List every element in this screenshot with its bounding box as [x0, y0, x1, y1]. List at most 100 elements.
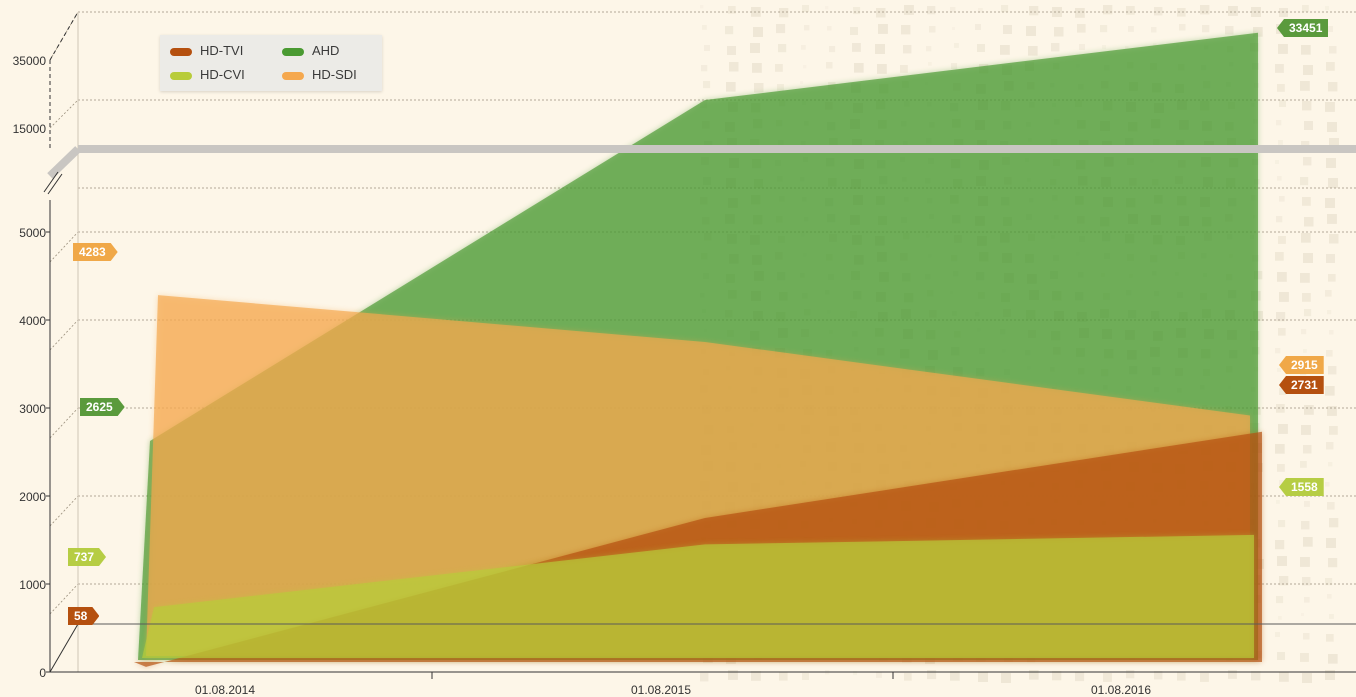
pattern-dot	[1077, 24, 1086, 33]
end-value-label-hd-tvi: 2731	[1279, 376, 1324, 394]
pattern-dot	[1125, 46, 1129, 50]
grid-line-diagonal	[49, 407, 79, 439]
pattern-dot	[1276, 596, 1284, 604]
pattern-dot	[702, 25, 707, 30]
pattern-dot	[1029, 670, 1039, 680]
pattern-dot	[703, 81, 711, 89]
pattern-dot	[1278, 44, 1288, 54]
legend-label: HD-SDI	[312, 67, 357, 82]
pattern-dot	[1279, 480, 1285, 486]
pattern-dot	[1277, 556, 1287, 566]
pattern-dot	[1326, 442, 1334, 450]
series-area-hd-cvi	[142, 534, 1254, 658]
pattern-dot	[700, 5, 704, 9]
pattern-dot	[778, 44, 787, 53]
pattern-dot	[928, 62, 932, 66]
pattern-dot	[1251, 671, 1261, 681]
pattern-dot	[1301, 425, 1311, 435]
pattern-dot	[801, 45, 806, 50]
pattern-dot	[1301, 45, 1311, 55]
pattern-dot	[827, 26, 832, 31]
pattern-dot	[1279, 388, 1286, 395]
pattern-dot	[1126, 6, 1135, 15]
pattern-dot	[1277, 272, 1287, 282]
pattern-dot	[1177, 8, 1186, 17]
x-axis-diagonal	[49, 623, 79, 673]
grid-line-diagonal	[49, 231, 79, 263]
y-tick-label: 5000	[19, 226, 46, 240]
x-tick-label: 01.08.2016	[1090, 683, 1152, 697]
start-value-label-hd-tvi: 58	[68, 607, 99, 625]
pattern-dot	[1075, 672, 1085, 682]
legend-item-ahd[interactable]: AHD	[282, 43, 339, 59]
y-tick-label: 15000	[12, 122, 46, 136]
y-tick-label: 3000	[19, 402, 46, 416]
pattern-dot	[1225, 26, 1234, 35]
pattern-dot	[1325, 578, 1333, 586]
pattern-dot	[1300, 177, 1309, 186]
pattern-dot	[1079, 44, 1085, 50]
pattern-dot	[1329, 518, 1339, 528]
axes	[43, 11, 1356, 679]
pattern-dot	[1003, 25, 1012, 34]
y-tick-label: 0	[39, 666, 46, 680]
pattern-dot	[1301, 233, 1311, 243]
pattern-dot	[1276, 312, 1286, 322]
pattern-dot	[1327, 406, 1337, 416]
pattern-dot	[853, 7, 861, 15]
y-tick-label: 1000	[19, 578, 46, 592]
series-areas	[134, 32, 1262, 667]
pattern-dot	[1302, 673, 1312, 683]
legend-swatch	[282, 47, 304, 56]
pattern-dot	[1325, 386, 1335, 396]
pattern-dot	[1275, 632, 1280, 637]
pattern-dot	[977, 44, 985, 52]
pattern-dot	[1325, 102, 1335, 112]
pattern-dot	[1103, 5, 1113, 15]
pattern-dot	[1154, 671, 1163, 680]
pattern-dot	[1302, 5, 1309, 12]
pattern-dot	[1304, 405, 1314, 415]
legend-item-hd-sdi[interactable]: HD-SDI	[282, 67, 357, 83]
pattern-dot	[1304, 309, 1312, 317]
pattern-dot	[1151, 27, 1157, 33]
pattern-dot	[951, 63, 958, 70]
pattern-dot	[779, 672, 788, 681]
pattern-dot	[1275, 252, 1284, 261]
pattern-dot	[1300, 81, 1310, 91]
start-value-label-hd-cvi: 737	[68, 548, 106, 566]
pattern-dot	[750, 43, 760, 53]
pattern-dot	[1276, 404, 1285, 413]
y-tick-label: 4000	[19, 314, 46, 328]
legend-item-hd-cvi[interactable]: HD-CVI	[170, 67, 245, 83]
pattern-dot	[1304, 501, 1310, 507]
pattern-dot	[829, 46, 836, 53]
pattern-dot	[854, 63, 864, 73]
pattern-dot	[803, 65, 807, 69]
pattern-dot	[779, 8, 789, 18]
pattern-dot	[704, 45, 710, 51]
pattern-dot	[903, 45, 912, 54]
pattern-dot	[1329, 330, 1334, 335]
pattern-dot	[1302, 293, 1311, 302]
pattern-dot	[1276, 216, 1283, 223]
pattern-dot	[1102, 45, 1106, 49]
pattern-dot	[1278, 520, 1286, 528]
pattern-dot	[1001, 5, 1009, 13]
y-tick-label: 35000	[12, 54, 46, 68]
legend-label: HD-CVI	[200, 67, 245, 82]
end-value-label-hd-cvi: 1558	[1279, 478, 1324, 496]
pattern-dot	[878, 24, 888, 34]
pattern-dot	[1301, 521, 1310, 530]
pattern-dot	[1301, 329, 1307, 335]
pattern-dot	[1326, 62, 1335, 71]
pattern-dot	[954, 43, 959, 48]
pattern-dot	[728, 670, 738, 680]
pattern-dot	[802, 673, 809, 680]
grid-line-diagonal	[49, 583, 79, 615]
legend-item-hd-tvi[interactable]: HD-TVI	[170, 43, 243, 59]
x-tick-label: 01.08.2014	[194, 683, 256, 697]
pattern-dot	[1275, 444, 1285, 454]
pattern-dot	[1279, 672, 1289, 682]
